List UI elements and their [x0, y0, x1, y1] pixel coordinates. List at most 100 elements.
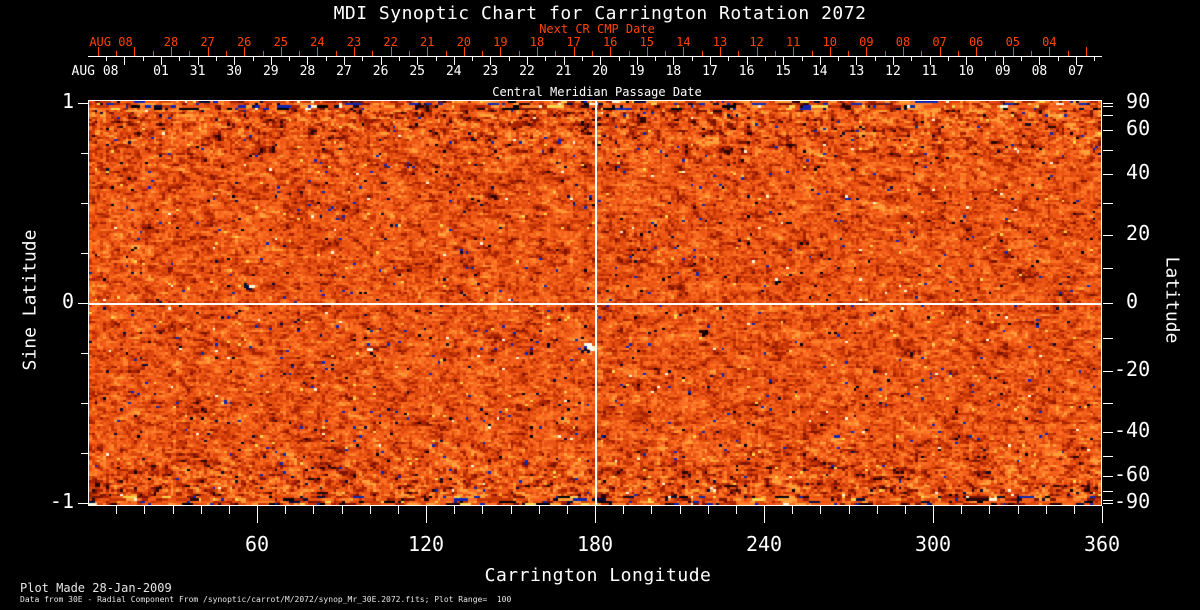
next-cr-cmp-tick: [225, 51, 227, 56]
next-cr-cmp-tick: [299, 51, 301, 56]
latitude-tick: [1103, 234, 1113, 236]
next-cr-cmp-tick: [829, 47, 831, 56]
longitude-tick: [651, 506, 653, 514]
longitude-tick: [397, 506, 399, 514]
next-cr-cmp-tick: [390, 47, 392, 56]
next-cr-cmp-tick: [482, 51, 484, 56]
longitude-tick: [989, 506, 991, 514]
cmp-tick: [344, 57, 345, 65]
latitude-tick: [1103, 476, 1113, 478]
next-cr-cmp-tick: [1067, 51, 1069, 56]
latitude-tick: [1103, 174, 1113, 176]
next-cr-day-label: 19: [493, 35, 508, 49]
latitude-tick-label: 40: [1114, 160, 1151, 185]
next-cr-cmp-tick: [427, 47, 429, 56]
latitude-tick-label: 60: [1114, 115, 1151, 140]
next-cr-day-label: 14: [676, 35, 691, 49]
cmp-day-label: 31: [189, 64, 206, 79]
cmp-tick: [142, 57, 144, 61]
longitude-tick-label: 300: [914, 532, 952, 556]
cmp-day-label: 22: [519, 64, 535, 79]
next-cr-cmp-tick: [756, 47, 758, 56]
next-cr-cmp-tick: [97, 47, 99, 56]
next-cr-day-label: 23: [346, 35, 362, 49]
sine-latitude-tick: [81, 453, 88, 454]
cmp-tick: [764, 57, 766, 61]
next-cr-day-label: 07: [932, 35, 947, 49]
cmp-tick: [289, 57, 291, 61]
next-cr-cmp-tick: [1049, 47, 1051, 56]
next-cr-cmp-tick: [1086, 47, 1087, 56]
longitude-tick: [679, 506, 681, 514]
cmp-day-label: 17: [702, 64, 718, 79]
cmp-tick: [161, 57, 162, 65]
page-title: MDI Synoptic Chart for Carrington Rotati…: [333, 3, 867, 24]
next-cr-cmp-tick: [408, 51, 410, 56]
latitude-tick: [1103, 149, 1113, 151]
longitude-tick: [566, 506, 568, 514]
sine-latitude-tick: [81, 153, 88, 154]
next-cr-cmp-tick: [848, 51, 850, 56]
cmp-tick: [893, 57, 894, 65]
cmp-axis-title: Central Meridian Passage Date: [492, 85, 702, 99]
latitude-tick: [1103, 456, 1113, 458]
next-cr-cmp-tick: [646, 47, 648, 56]
cmp-tick: [270, 57, 272, 65]
cmp-day-label: 12: [885, 64, 901, 79]
longitude-tick: [735, 506, 737, 514]
next-cr-cmp-tick: [189, 51, 191, 56]
next-cr-day-label: 28: [163, 35, 179, 49]
cmp-tick: [655, 57, 657, 61]
next-cr-cmp-tick: [445, 51, 447, 56]
next-cr-day-label: 25: [273, 35, 289, 49]
cmp-tick: [984, 57, 986, 61]
cmp-tick: [838, 57, 840, 61]
cmp-tick: [417, 57, 419, 65]
cmp-tick: [508, 57, 510, 61]
cmp-day-label: 18: [665, 64, 682, 79]
next-cr-cmp-tick: [134, 47, 136, 56]
longitude-tick: [172, 506, 174, 514]
next-cr-cmp-tick: [793, 47, 795, 56]
next-cr-day-label: 27: [200, 35, 215, 49]
next-cr-day-label: 24: [310, 35, 325, 49]
cmp-tick: [600, 57, 602, 65]
longitude-tick: [426, 506, 427, 523]
latitude-tick: [1103, 103, 1113, 104]
next-cr-cmp-tick: [774, 51, 776, 56]
cmp-day-label: 19: [628, 64, 645, 79]
next-cr-day-label: 20: [456, 35, 472, 49]
next-cr-cmp-tick: [866, 47, 868, 56]
longitude-tick: [228, 506, 230, 514]
cmp-tick: [581, 57, 583, 61]
next-cr-day-label: 13: [712, 35, 728, 49]
next-cr-day-label: 18: [529, 35, 545, 49]
latitude-tick: [1103, 115, 1113, 117]
latitude-tick: [1103, 403, 1113, 404]
next-cr-cmp-tick: [903, 47, 904, 56]
next-cr-cmp-tick: [921, 51, 923, 56]
cmp-tick: [819, 57, 821, 65]
cmp-tick: [545, 57, 547, 61]
cmp-tick: [563, 57, 565, 65]
sine-latitude-tick: [81, 403, 88, 404]
cmp-tick: [636, 57, 638, 65]
next-cr-cmp-tick: [976, 47, 978, 56]
cmp-day-label: 01: [153, 64, 169, 79]
next-cr-cmp-tick: [1031, 51, 1033, 56]
cmp-tick: [453, 57, 455, 65]
cmp-day-label: 11: [921, 64, 938, 79]
longitude-tick: [257, 506, 258, 523]
cmp-tick: [527, 57, 528, 65]
cmp-tick: [325, 57, 327, 61]
cmp-day-label: 16: [738, 64, 755, 79]
cmp-tick: [618, 57, 620, 61]
cmp-tick: [746, 57, 748, 65]
cmp-tick: [874, 57, 876, 61]
cmp-day-label: 15: [775, 64, 792, 79]
cmp-day-label: 13: [848, 64, 865, 79]
next-cr-day-label: 04: [1042, 35, 1057, 49]
next-cr-cmp-tick: [884, 51, 886, 56]
next-cr-day-label: 11: [785, 35, 801, 49]
